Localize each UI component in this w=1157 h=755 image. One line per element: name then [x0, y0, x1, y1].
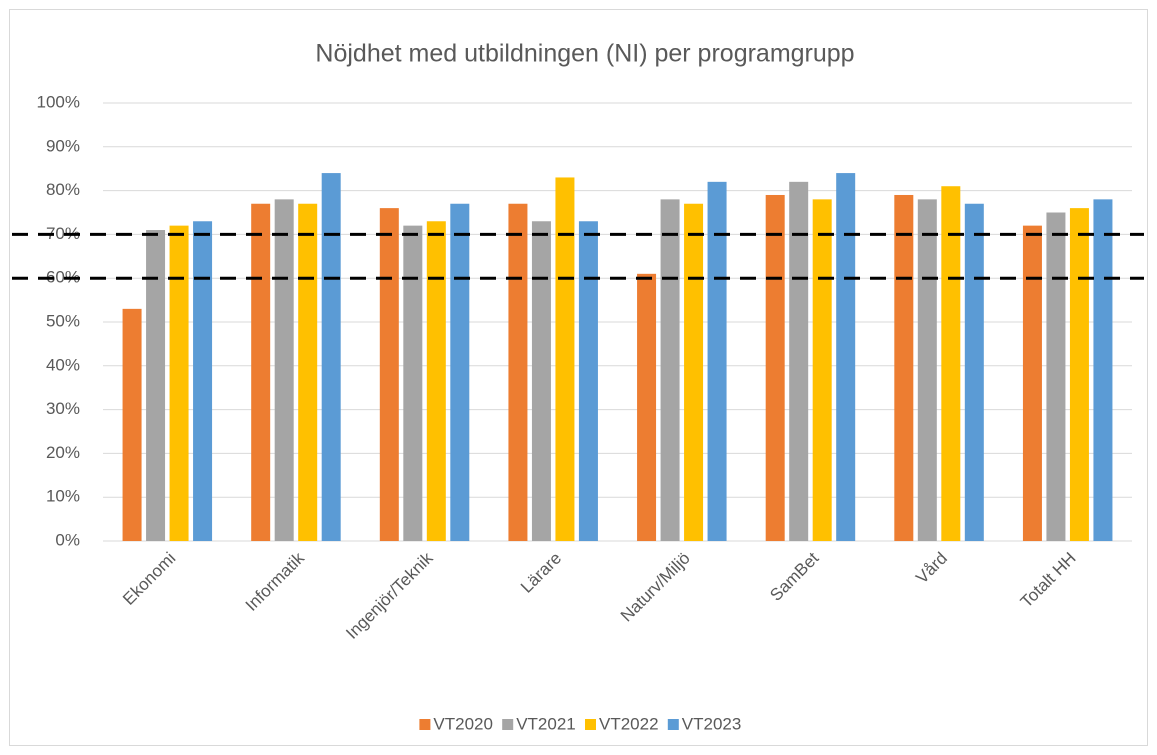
- y-tick-label: 60%: [46, 268, 80, 287]
- legend-label: VT2023: [682, 714, 742, 733]
- bar: [1093, 199, 1113, 542]
- bar: [555, 177, 575, 541]
- y-tick-label: 30%: [46, 399, 80, 418]
- y-tick-label: 90%: [46, 136, 80, 155]
- bar: [707, 181, 727, 541]
- bar: [836, 173, 856, 541]
- y-tick-label: 50%: [46, 311, 80, 330]
- bar: [964, 203, 984, 542]
- bar: [941, 186, 961, 541]
- bar: [274, 199, 294, 542]
- bar: [146, 230, 166, 541]
- bar: [1022, 225, 1042, 541]
- legend-swatch: [667, 719, 679, 730]
- bar: [765, 194, 785, 542]
- bar: [660, 199, 680, 542]
- bar: [193, 221, 213, 541]
- bar: [894, 194, 914, 542]
- y-tick-label: 20%: [46, 443, 80, 462]
- bar: [1069, 208, 1089, 541]
- bar: [812, 199, 832, 542]
- bar: [169, 225, 189, 541]
- legend-label: VT2020: [433, 714, 493, 733]
- y-tick-label: 80%: [46, 180, 80, 199]
- bar: [403, 225, 423, 541]
- chart-title: Nöjdhet med utbildningen (NI) per progra…: [315, 40, 854, 68]
- bar: [122, 308, 142, 541]
- legend-swatch: [585, 719, 596, 730]
- y-tick-label: 70%: [46, 224, 80, 243]
- legend-swatch: [419, 719, 431, 730]
- bar: [578, 221, 598, 541]
- bar: [379, 208, 399, 541]
- legend-label: VT2022: [599, 714, 659, 733]
- bar: [637, 273, 657, 541]
- bar: [321, 173, 341, 541]
- bar: [298, 203, 318, 542]
- legend-swatch: [502, 719, 514, 730]
- bar: [426, 221, 446, 541]
- y-tick-label: 100%: [37, 92, 80, 111]
- bar: [531, 221, 551, 541]
- bar: [1046, 212, 1066, 541]
- bar: [450, 203, 470, 542]
- y-tick-label: 40%: [46, 355, 80, 374]
- bar: [251, 203, 271, 542]
- y-tick-label: 10%: [46, 487, 80, 506]
- bar: [917, 199, 937, 542]
- legend-label: VT2021: [516, 714, 576, 733]
- bar: [684, 203, 704, 542]
- y-tick-label: 0%: [55, 530, 80, 549]
- bar: [789, 181, 809, 541]
- bar: [508, 203, 528, 542]
